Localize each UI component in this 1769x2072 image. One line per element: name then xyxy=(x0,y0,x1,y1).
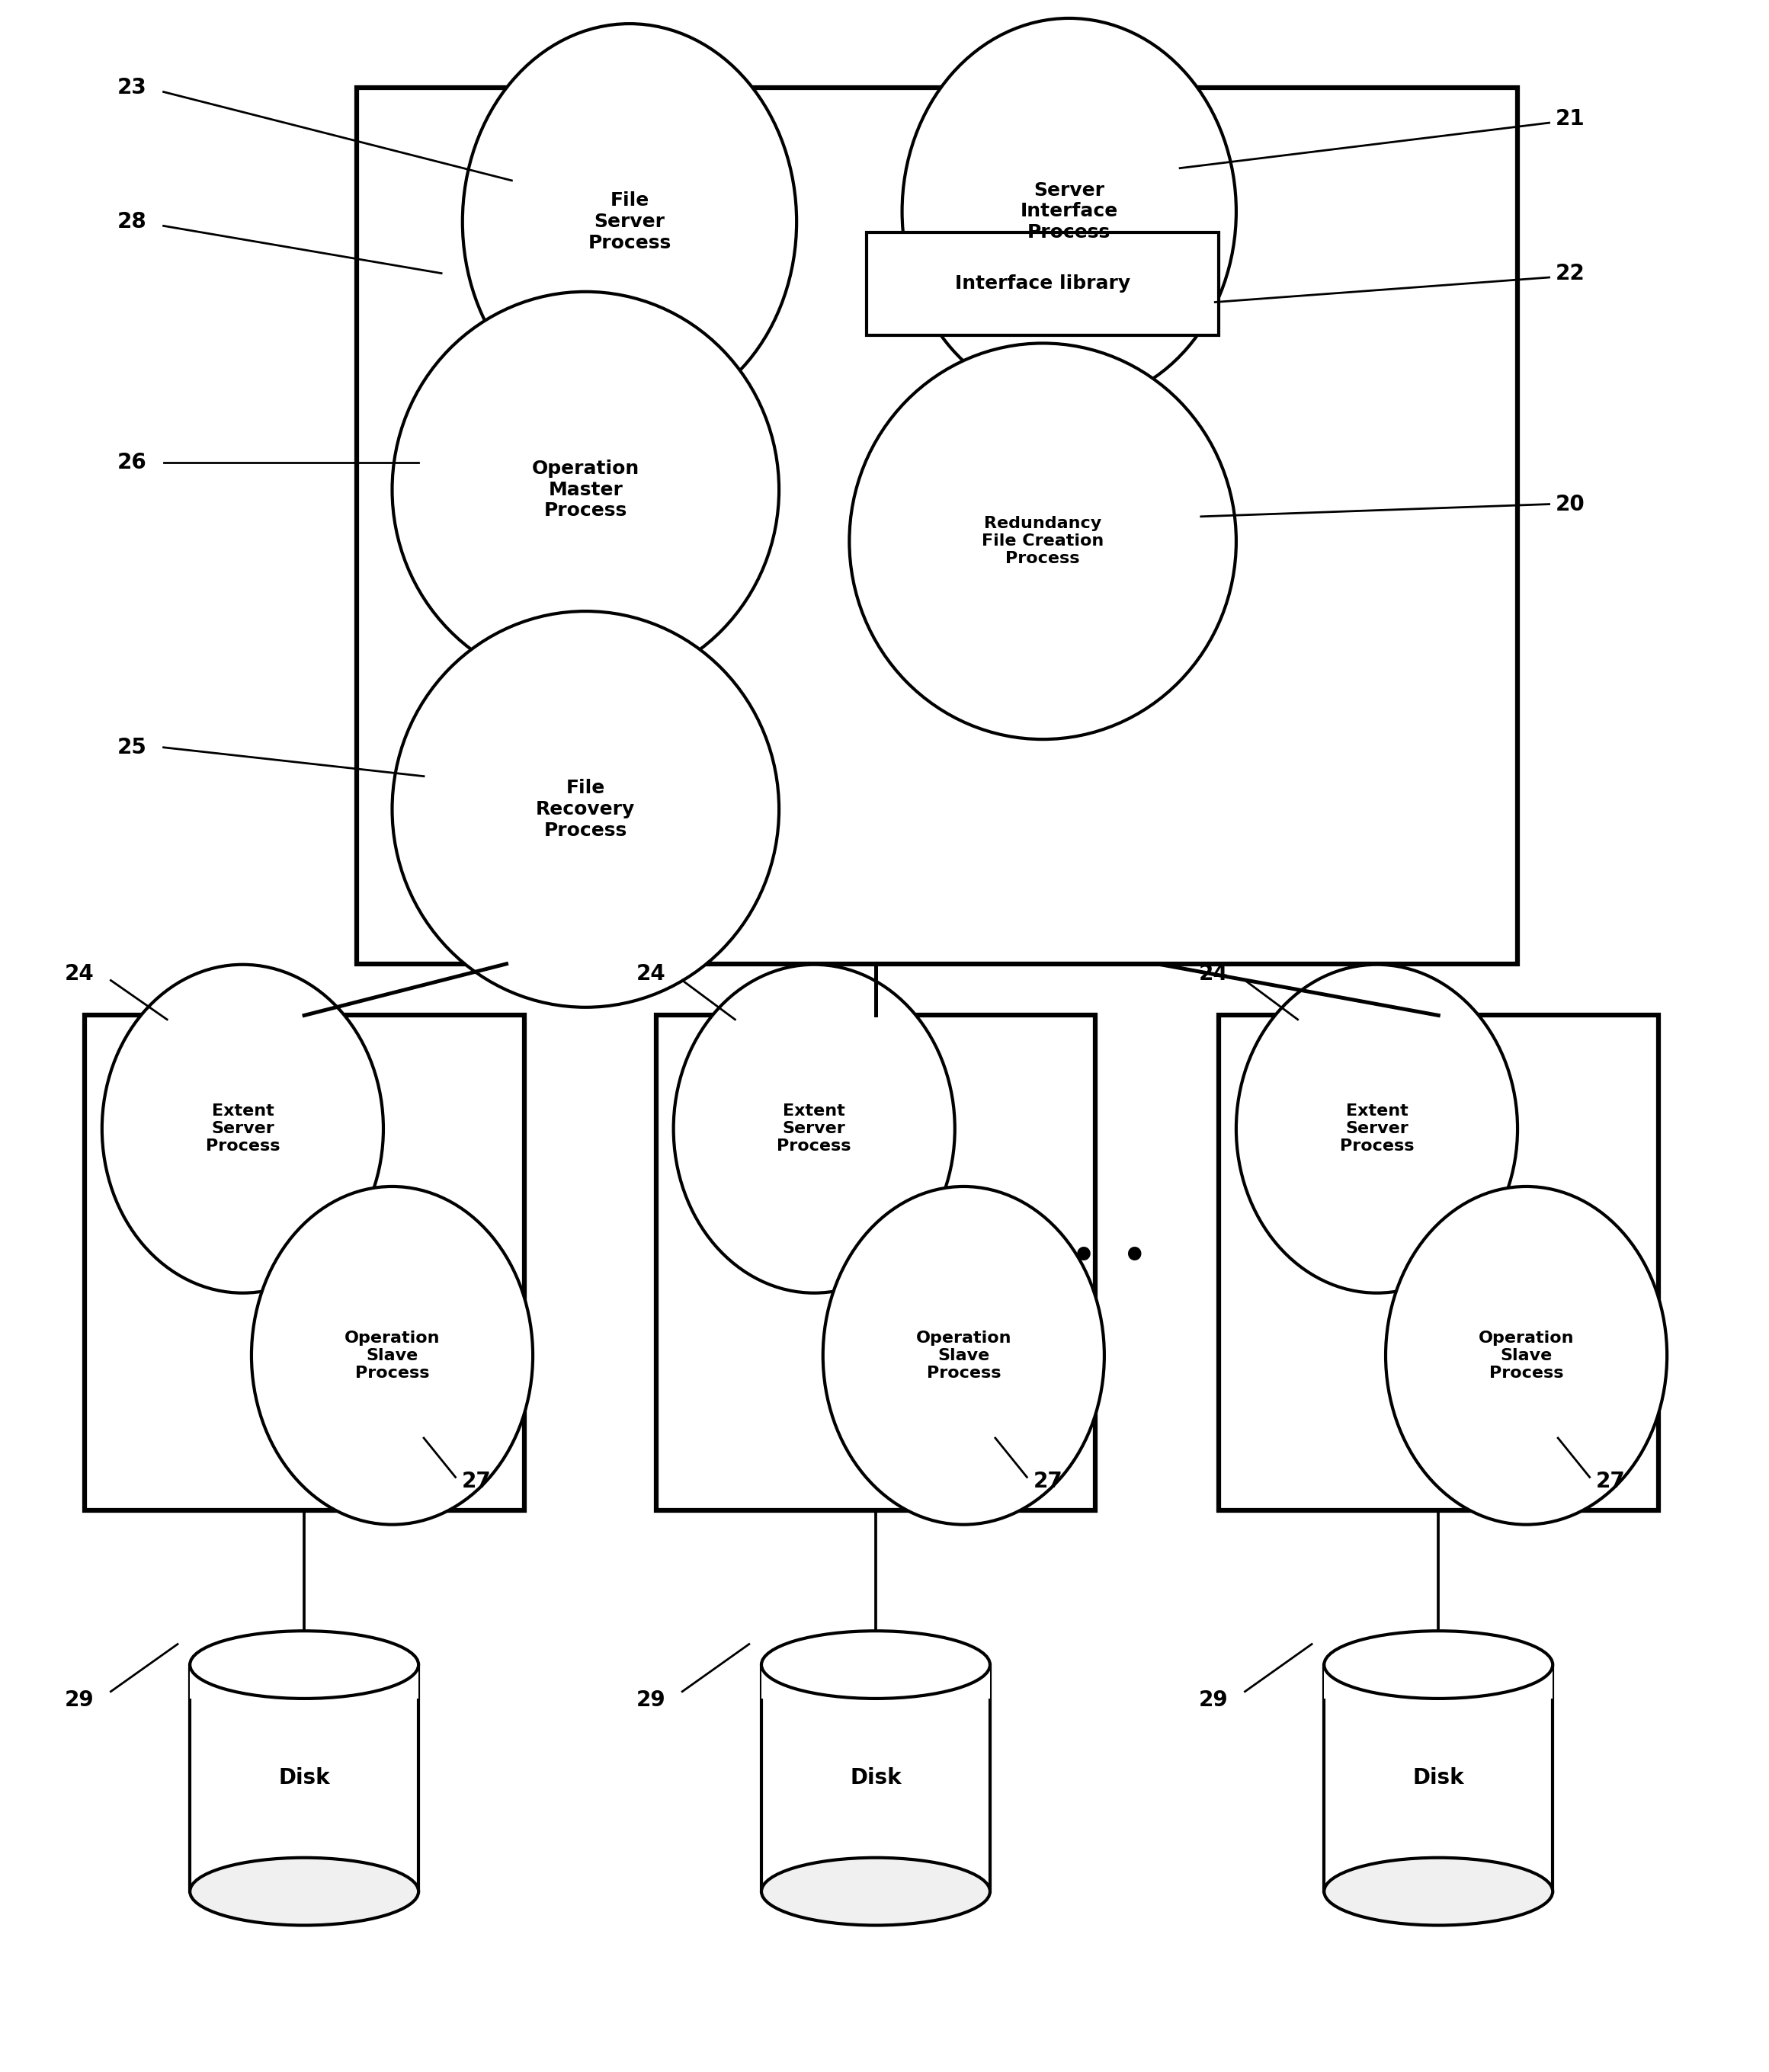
Text: 23: 23 xyxy=(117,77,147,97)
Text: 27: 27 xyxy=(1596,1471,1626,1492)
Text: Extent
Server
Process: Extent Server Process xyxy=(205,1104,280,1154)
Text: Disk: Disk xyxy=(278,1767,331,1788)
Bar xyxy=(189,1664,419,1699)
Text: 29: 29 xyxy=(64,1689,94,1711)
Text: 27: 27 xyxy=(1033,1471,1063,1492)
Ellipse shape xyxy=(823,1187,1104,1525)
Text: Extent
Server
Process: Extent Server Process xyxy=(1339,1104,1413,1154)
Ellipse shape xyxy=(761,1859,991,1925)
Bar xyxy=(189,1664,419,1892)
Text: File
Server
Process: File Server Process xyxy=(587,191,670,253)
Ellipse shape xyxy=(1237,966,1518,1293)
Ellipse shape xyxy=(189,1631,419,1699)
Text: 25: 25 xyxy=(117,738,147,758)
Ellipse shape xyxy=(189,1859,419,1925)
Text: 24: 24 xyxy=(64,963,94,984)
Bar xyxy=(1325,1664,1553,1892)
Bar xyxy=(1219,1015,1658,1510)
Text: Disk: Disk xyxy=(849,1767,902,1788)
Text: 24: 24 xyxy=(635,963,665,984)
Text: Server
Interface
Process: Server Interface Process xyxy=(1021,180,1118,242)
Text: File
Recovery
Process: File Recovery Process xyxy=(536,779,635,839)
Text: Disk: Disk xyxy=(1413,1767,1465,1788)
Text: 27: 27 xyxy=(462,1471,492,1492)
Ellipse shape xyxy=(761,1631,991,1699)
Text: Interface library: Interface library xyxy=(955,274,1130,292)
Text: •  •: • • xyxy=(1072,1239,1148,1274)
Bar xyxy=(761,1664,991,1892)
Ellipse shape xyxy=(103,966,384,1293)
Text: 21: 21 xyxy=(1555,108,1585,128)
Bar xyxy=(867,232,1219,336)
Ellipse shape xyxy=(674,966,955,1293)
Bar xyxy=(85,1015,524,1510)
Text: Operation
Master
Process: Operation Master Process xyxy=(532,460,639,520)
Ellipse shape xyxy=(393,611,778,1007)
Text: 29: 29 xyxy=(635,1689,665,1711)
Ellipse shape xyxy=(902,19,1237,404)
Ellipse shape xyxy=(462,23,796,421)
Ellipse shape xyxy=(251,1187,532,1525)
Ellipse shape xyxy=(849,344,1237,740)
Text: 29: 29 xyxy=(1199,1689,1228,1711)
Bar xyxy=(761,1664,991,1699)
Text: 22: 22 xyxy=(1555,263,1585,284)
Text: Operation
Slave
Process: Operation Slave Process xyxy=(1479,1330,1574,1380)
Ellipse shape xyxy=(393,292,778,688)
Text: 26: 26 xyxy=(117,452,147,474)
Ellipse shape xyxy=(1325,1859,1553,1925)
Bar xyxy=(656,1015,1095,1510)
Text: Operation
Slave
Process: Operation Slave Process xyxy=(916,1330,1012,1380)
Text: 28: 28 xyxy=(117,211,147,232)
Text: 20: 20 xyxy=(1555,493,1585,514)
Text: Redundancy
File Creation
Process: Redundancy File Creation Process xyxy=(982,516,1104,566)
Text: Operation
Slave
Process: Operation Slave Process xyxy=(345,1330,440,1380)
Bar xyxy=(357,87,1518,963)
Bar xyxy=(1325,1664,1553,1699)
Ellipse shape xyxy=(1385,1187,1666,1525)
Text: Extent
Server
Process: Extent Server Process xyxy=(777,1104,851,1154)
Text: 24: 24 xyxy=(1199,963,1228,984)
Ellipse shape xyxy=(1325,1631,1553,1699)
